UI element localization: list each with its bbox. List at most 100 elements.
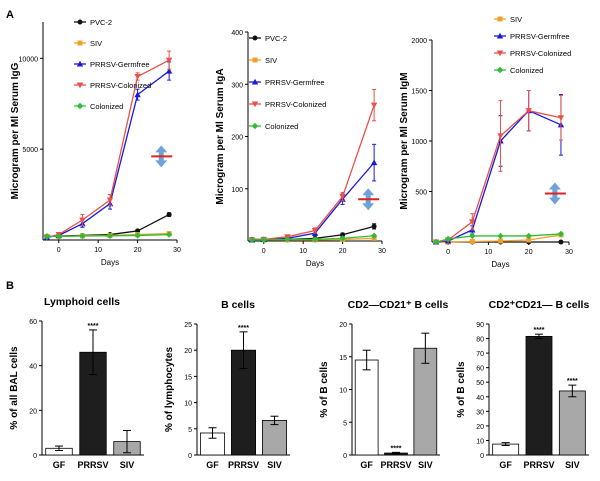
data-point-prrsv-germfree	[370, 159, 378, 166]
y-tick-label: 60	[29, 319, 37, 326]
data-point-prrsv-germfree	[134, 91, 141, 98]
x-tick-label: GF	[206, 460, 219, 470]
y-tick-label: 300	[231, 82, 243, 89]
data-point-pvc-2	[371, 223, 377, 229]
legend-marker	[252, 35, 258, 41]
data-point-prrsv-colonized	[469, 219, 476, 225]
panel-label-a: A	[6, 9, 14, 21]
bar-gf	[354, 359, 379, 456]
x-axis-label: Days	[101, 258, 119, 267]
series-line-prrsv-colonized	[435, 109, 562, 243]
x-tick-label: SIV	[267, 460, 282, 470]
series-line-prrsv-colonized	[46, 59, 170, 238]
x-tick-label: 10	[299, 248, 307, 255]
y-axis-label: Microgram per Ml Serum IgM	[399, 72, 410, 209]
data-point-siv	[526, 237, 532, 243]
x-tick-label: GF	[499, 460, 512, 470]
data-point-colonized	[311, 236, 319, 243]
data-point-pvc-2	[558, 239, 564, 245]
bar-prrsv	[525, 335, 553, 456]
y-tick-label: 15	[184, 374, 192, 381]
legend-marker	[76, 60, 84, 67]
y-tick-label: 20	[184, 348, 192, 355]
data-point-prrsv-colonized	[106, 197, 114, 204]
series-line-prrsv-germfree	[46, 70, 170, 238]
data-point-colonized	[557, 230, 565, 238]
x-tick-label: 20	[525, 249, 533, 256]
data-point-colonized	[43, 233, 51, 240]
y-tick-label: 2000	[411, 38, 427, 45]
y-tick-label: 5000	[22, 147, 38, 154]
y-tick-label: 10	[339, 388, 347, 395]
y-tick-label: 40	[29, 364, 37, 371]
legend-marker	[77, 40, 83, 46]
data-point-siv	[469, 238, 475, 244]
x-tick-label: PRRSV	[228, 460, 259, 470]
legend-label: PRRSV-Germfree	[90, 60, 150, 69]
y-tick-label: 10	[184, 401, 192, 408]
y-tick-label: 10	[476, 438, 484, 445]
data-point-prrsv-colonized	[134, 73, 141, 80]
legend-label: PVC-2	[90, 18, 112, 27]
legend-marker	[77, 19, 83, 25]
legend-label: Colonized	[265, 122, 298, 131]
y-tick-label: 25	[184, 322, 192, 329]
chart-title: Lymphoid cells	[44, 296, 120, 308]
y-tick-label: 40	[476, 395, 484, 402]
x-tick-label: 30	[378, 248, 386, 255]
cd2-pos-cd21-neg-bar-chart: CD2⁺CD21— B cells 0 10 20 30 40 50 60 70 80 90 % of…	[456, 299, 589, 470]
data-point-colonized	[55, 233, 62, 240]
data-point-siv	[498, 238, 503, 244]
x-tick-label: 20	[134, 247, 142, 254]
data-point-colonized	[444, 235, 452, 243]
legend-label: Colonized	[510, 66, 543, 75]
data-point-colonized	[469, 232, 476, 240]
significance-label: ****	[88, 323, 99, 330]
iga-line-chart: 100 200 300 400 0 10 20 30 Days Microgram per Ml …	[215, 30, 386, 268]
y-tick-label: 20	[476, 424, 484, 431]
cd2-neg-cd21-pos-bar-chart: CD2—CD21⁺ B cells 0 5 10 15 20 % of B cells GF P…	[319, 299, 448, 470]
y-tick-label: 10000	[19, 56, 39, 63]
y-tick-label: 50	[476, 380, 484, 387]
y-tick-label: 30	[476, 409, 484, 416]
x-tick-label: PRRSV	[77, 460, 108, 470]
y-axis-label: % of lymphocytes	[164, 347, 175, 432]
y-tick-label: 0	[343, 453, 347, 460]
y-tick-label: 60	[476, 366, 484, 373]
x-tick-label: 10	[94, 247, 102, 254]
legend-marker	[251, 101, 259, 108]
data-point-colonized	[260, 236, 267, 244]
y-tick-label: 5	[343, 420, 347, 427]
data-point-colonized	[79, 232, 86, 240]
significance-label: ****	[391, 445, 402, 452]
data-point-colonized	[497, 232, 504, 240]
x-tick-label: 20	[339, 248, 347, 255]
data-point-prrsv-colonized	[79, 217, 86, 224]
x-tick-label: 0	[446, 249, 450, 256]
x-axis-label: Days	[306, 259, 324, 268]
x-tick-label: 10	[485, 249, 493, 256]
legend-label: Colonized	[90, 102, 123, 111]
x-tick-label: 0	[57, 247, 61, 254]
y-tick-label: 1000	[411, 139, 427, 146]
b-cells-bar-chart: B cells 0 5 10 15 20 25 % of lymphocytes GF PRRSV…	[164, 299, 290, 470]
legend-label: PVC-2	[265, 34, 287, 43]
bar-siv	[262, 420, 287, 456]
data-point-colonized	[248, 236, 256, 244]
data-point-colonized	[165, 231, 173, 238]
data-point-prrsv-colonized	[339, 194, 346, 200]
x-tick-label: SIV	[418, 460, 433, 470]
y-axis-label: Microgram per Ml Serum IgG	[10, 62, 21, 199]
x-tick-label: SIV	[120, 460, 135, 470]
data-point-prrsv-colonized	[497, 133, 504, 140]
data-point-prrsv-germfree	[165, 67, 173, 74]
legend-marker	[496, 66, 504, 74]
y-tick-label: 200	[231, 135, 243, 142]
y-tick-label: 400	[231, 30, 243, 37]
bar-siv	[413, 347, 438, 456]
x-tick-label: GF	[53, 460, 66, 470]
data-point-pvc-2	[340, 232, 346, 238]
y-tick-label: 0	[480, 453, 484, 460]
y-axis-label: % of B cells	[456, 361, 467, 418]
